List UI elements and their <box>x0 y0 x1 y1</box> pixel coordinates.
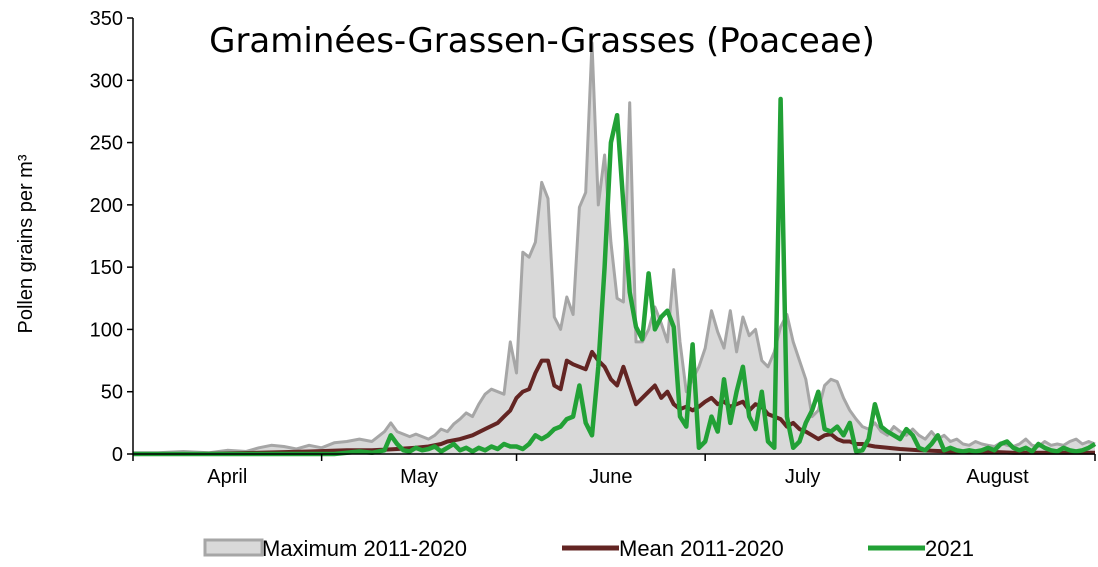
axes-layer: 0 50 100 150 200 250 300 350 April May June July Aug… <box>90 8 1096 488</box>
legend: Maximum 2011-2020 Mean 2011-2020 2021 <box>203 536 974 561</box>
plot-area: 0 50 100 150 200 250 300 350 April May June July Aug… <box>90 8 1097 488</box>
series-line-2 <box>133 96 1097 457</box>
x-tick-label: April <box>207 466 247 488</box>
x-tick-label: May <box>400 466 438 488</box>
y-tick-label: 200 <box>90 195 123 217</box>
y-tick-label: 150 <box>90 257 123 279</box>
legend-label: Maximum 2011-2020 <box>262 536 467 561</box>
legend-label: Mean 2011-2020 <box>619 536 784 561</box>
y-tick-label: 300 <box>90 70 123 92</box>
series-layer <box>133 41 1097 457</box>
y-axis-title: Pollen grains per m³ <box>15 154 37 333</box>
y-tick-label: 0 <box>112 444 123 466</box>
y-tick-label: 350 <box>90 8 123 30</box>
legend-item: Mean 2011-2020 <box>562 536 784 561</box>
y-tick-label: 50 <box>101 382 123 404</box>
legend-swatch <box>203 538 264 557</box>
legend-label: 2021 <box>925 536 974 561</box>
y-tick-label: 100 <box>90 319 123 341</box>
x-tick-label: July <box>785 466 821 488</box>
series-line-1 <box>133 349 1095 456</box>
x-tick-label: June <box>589 466 632 488</box>
legend-item: Maximum 2011-2020 <box>203 536 467 561</box>
x-tick-label: August <box>966 466 1029 488</box>
legend-item: 2021 <box>868 536 974 561</box>
chart-title: Graminées-Grassen-Grasses (Poaceae) <box>209 21 875 61</box>
series-area-max <box>133 42 1095 455</box>
y-tick-label: 250 <box>90 133 123 155</box>
